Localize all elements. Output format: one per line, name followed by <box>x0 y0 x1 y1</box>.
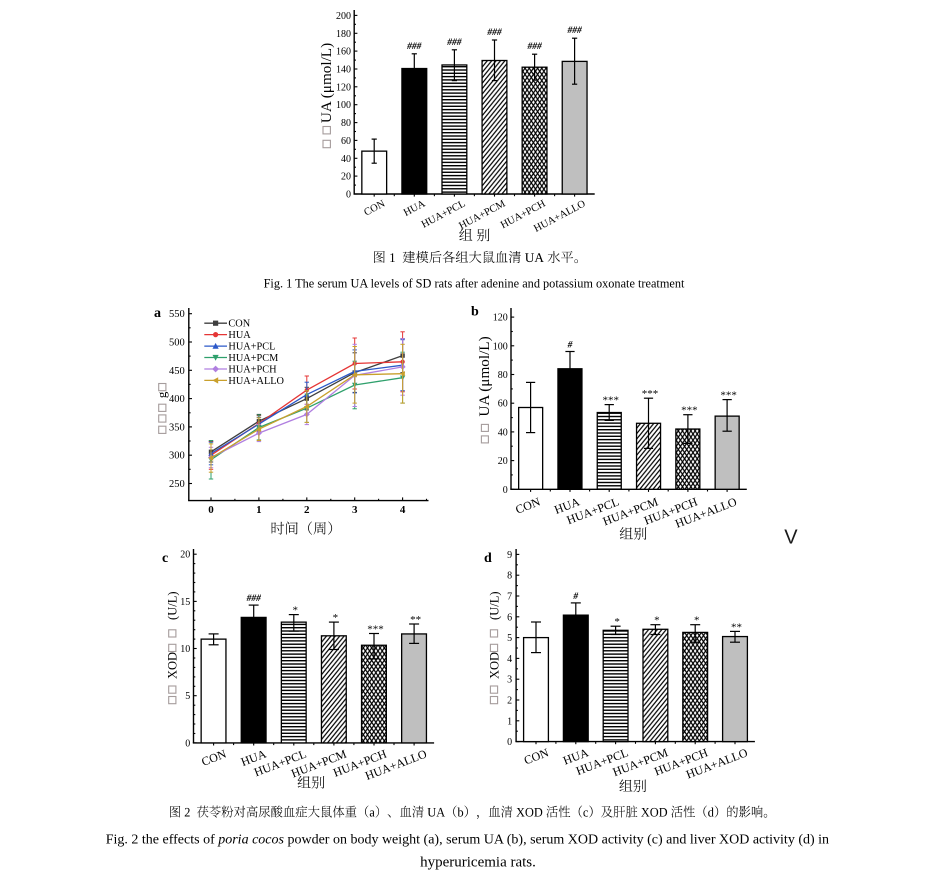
svg-text:2: 2 <box>507 696 512 707</box>
svg-text:0: 0 <box>185 738 190 749</box>
svg-text:(U/L): (U/L) <box>166 591 180 619</box>
svg-text:15: 15 <box>180 597 190 608</box>
svg-text:200: 200 <box>336 11 351 22</box>
svg-text:###: ### <box>566 26 582 36</box>
svg-text:4: 4 <box>400 504 406 516</box>
svg-text:UA (μmol/L): UA (μmol/L) <box>318 43 335 123</box>
svg-text:**: ** <box>731 621 742 633</box>
svg-text:160: 160 <box>336 47 351 58</box>
svg-text:*: * <box>654 615 660 627</box>
svg-text:CON: CON <box>514 494 543 516</box>
svg-text:HUA+PCH: HUA+PCH <box>228 365 277 376</box>
svg-text:550: 550 <box>169 309 185 320</box>
svg-text:Fig. 1 The serum UA levels of: Fig. 1 The serum UA levels of SD rats af… <box>264 277 685 291</box>
svg-text:hyperuricemia rats.: hyperuricemia rats. <box>420 855 536 870</box>
svg-text:CON: CON <box>522 745 551 767</box>
svg-text:c: c <box>162 551 168 566</box>
svg-text:20: 20 <box>180 550 190 561</box>
svg-text:3: 3 <box>352 504 358 516</box>
svg-text:*: * <box>333 612 339 624</box>
svg-text:7: 7 <box>507 592 512 603</box>
svg-text:60: 60 <box>341 136 351 147</box>
svg-text:***: *** <box>720 390 737 402</box>
svg-text:60: 60 <box>498 399 508 410</box>
svg-text:350: 350 <box>169 422 185 433</box>
svg-text:g: g <box>154 391 169 398</box>
svg-text:140: 140 <box>336 65 351 76</box>
svg-text:HUA+ALLO: HUA+ALLO <box>228 376 284 387</box>
svg-text:250: 250 <box>169 479 185 490</box>
svg-text:10: 10 <box>180 644 190 655</box>
svg-text:HUA+PCM: HUA+PCM <box>457 198 508 232</box>
svg-text:V: V <box>784 527 798 549</box>
svg-text:3: 3 <box>507 675 512 686</box>
svg-text:#: # <box>572 592 578 602</box>
svg-text:CON: CON <box>199 746 228 768</box>
svg-text:500: 500 <box>169 338 185 349</box>
svg-text:100: 100 <box>493 341 508 352</box>
svg-text:300: 300 <box>169 451 185 462</box>
svg-text:40: 40 <box>341 154 351 165</box>
svg-text:5: 5 <box>185 691 190 702</box>
svg-text:*: * <box>694 615 700 627</box>
svg-text:***: *** <box>367 624 384 636</box>
svg-text:(U/L): (U/L) <box>487 591 501 619</box>
svg-text:120: 120 <box>336 82 351 93</box>
svg-text:20: 20 <box>341 172 351 183</box>
svg-text:1: 1 <box>507 716 512 727</box>
svg-text:#: # <box>567 341 573 351</box>
svg-text:XOD: XOD <box>166 652 180 679</box>
svg-text:HUA+PCM: HUA+PCM <box>228 353 278 364</box>
svg-text:5: 5 <box>507 633 512 644</box>
svg-text:HUA: HUA <box>228 330 251 341</box>
svg-text:9: 9 <box>507 550 512 561</box>
svg-text:*: * <box>292 605 298 617</box>
svg-text:400: 400 <box>169 394 185 405</box>
svg-text:0: 0 <box>503 485 508 496</box>
svg-text:CON: CON <box>228 319 250 330</box>
svg-text:###: ### <box>246 594 262 604</box>
svg-text:###: ### <box>486 28 502 38</box>
svg-text:20: 20 <box>498 456 508 467</box>
svg-text:*: * <box>614 616 620 628</box>
svg-text:0: 0 <box>507 737 512 748</box>
svg-text:a: a <box>154 306 161 321</box>
svg-text:###: ### <box>526 42 542 52</box>
svg-text:6: 6 <box>507 612 512 623</box>
svg-text:XOD: XOD <box>487 652 501 679</box>
svg-text:b: b <box>471 305 479 320</box>
svg-text:180: 180 <box>336 29 351 40</box>
svg-text:0: 0 <box>346 190 351 201</box>
svg-text:80: 80 <box>341 118 351 129</box>
svg-text:1: 1 <box>256 504 262 516</box>
svg-text:HUA: HUA <box>402 198 428 219</box>
svg-text:###: ### <box>406 42 422 52</box>
svg-text:4: 4 <box>507 654 512 665</box>
svg-text:120: 120 <box>493 313 508 324</box>
svg-text:80: 80 <box>498 370 508 381</box>
svg-text:###: ### <box>446 38 462 48</box>
svg-text:450: 450 <box>169 366 185 377</box>
svg-text:0: 0 <box>208 504 214 516</box>
svg-text:CON: CON <box>362 198 387 218</box>
svg-text:d: d <box>484 551 492 566</box>
svg-text:***: *** <box>681 405 698 417</box>
svg-text:2: 2 <box>304 504 310 516</box>
svg-text:UA (μmol/L): UA (μmol/L) <box>476 336 493 416</box>
svg-text:***: *** <box>603 395 620 407</box>
svg-text:**: ** <box>410 614 421 626</box>
svg-text:8: 8 <box>507 571 512 582</box>
svg-text:100: 100 <box>336 100 351 111</box>
svg-text:Fig. 2 the effects of poria co: Fig. 2 the effects of poria cocos powder… <box>106 833 829 848</box>
svg-text:40: 40 <box>498 427 508 438</box>
svg-text:HUA+PCL: HUA+PCL <box>228 342 275 353</box>
svg-text:***: *** <box>642 388 659 400</box>
